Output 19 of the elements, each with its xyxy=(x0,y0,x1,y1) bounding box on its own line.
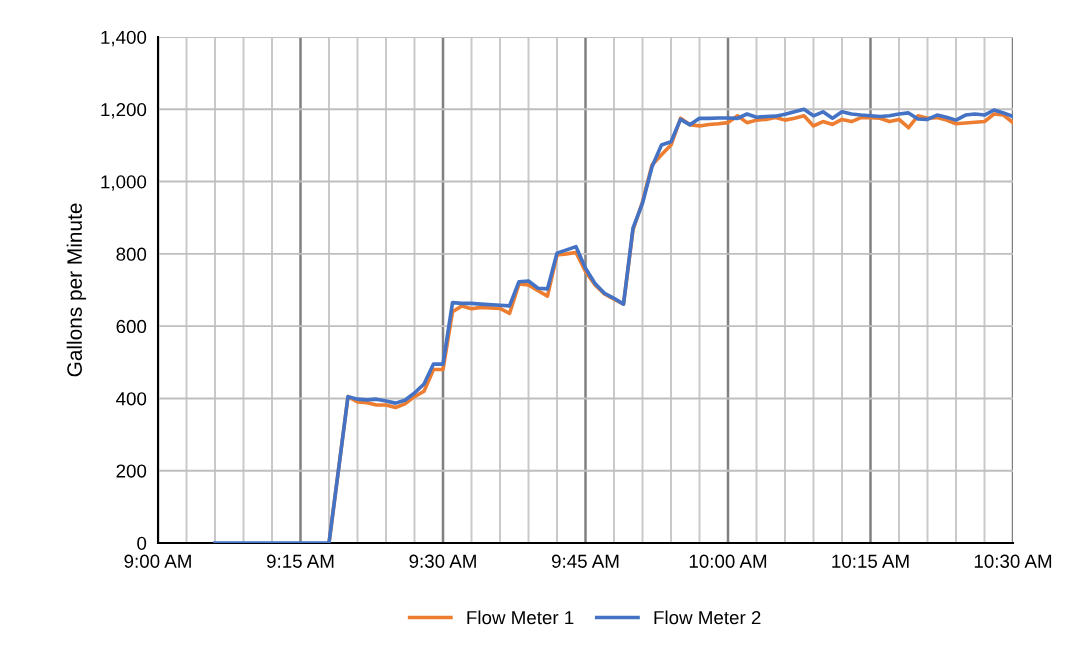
y-tick-label: 1,400 xyxy=(101,30,147,47)
y-tick-label: 600 xyxy=(116,319,147,334)
x-tick-label: 10:15 AM xyxy=(832,554,909,568)
line-series xyxy=(213,107,1013,543)
legend-label: Flow Meter 1 xyxy=(467,610,574,625)
y-tick-label: 1,000 xyxy=(101,175,147,191)
y-tick-label: 0 xyxy=(137,536,147,550)
x-tick-label: 9:30 AM xyxy=(409,554,476,568)
y-tick-label: 200 xyxy=(116,464,147,478)
y-tick-label: 400 xyxy=(116,392,147,406)
x-tick-label: 10:00 AM xyxy=(689,554,767,568)
x-tick-label: 9:45 AM xyxy=(551,554,619,568)
y-tick-label: 800 xyxy=(116,247,147,261)
y-tick-label: 1,200 xyxy=(101,102,147,119)
y-axis-title: Gallons per Minute xyxy=(66,203,87,377)
legend-label: Flow Meter 2 xyxy=(654,610,761,625)
x-tick-label: 9:00 AM xyxy=(124,554,191,568)
x-tick-label: 9:15 AM xyxy=(266,554,334,568)
x-tick-label: 10:30 AM xyxy=(974,554,1052,568)
